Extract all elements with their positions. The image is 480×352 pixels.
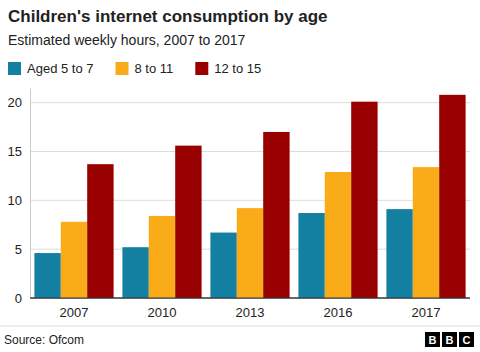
- logo-box: [425, 332, 440, 347]
- x-axis: 2007 2010 2013 2016 2017: [60, 298, 441, 320]
- bar: [386, 209, 412, 298]
- y-tick: 5: [15, 242, 30, 257]
- legend-label: 8 to 11: [135, 61, 174, 76]
- logo-box: [459, 332, 474, 347]
- x-tick: 2013: [236, 298, 265, 320]
- y-tick-label: 10: [8, 193, 22, 208]
- bar: [175, 146, 201, 298]
- bar: [122, 247, 148, 298]
- grid-line: [30, 151, 470, 152]
- footer-rule: [0, 326, 480, 327]
- x-tick-label: 2010: [148, 305, 177, 320]
- y-tick-label: 0: [15, 291, 22, 306]
- x-tick-label: 2007: [60, 305, 89, 320]
- bar: [210, 233, 236, 298]
- y-axis: 0 5 10 15 20: [8, 89, 31, 306]
- x-tick-label: 2013: [236, 305, 265, 320]
- bar: [61, 222, 87, 298]
- subtitle: Estimated weekly hours, 2007 to 2017: [8, 32, 246, 48]
- bar: [263, 132, 289, 298]
- baseline: [30, 298, 470, 299]
- source: Source: Ofcom: [4, 333, 84, 347]
- x-tick-label: 2017: [412, 305, 441, 320]
- bar: [298, 213, 324, 298]
- grid-line: [30, 102, 470, 103]
- logo-text: BBC: [429, 334, 471, 346]
- legend-label: 12 to 15: [214, 61, 261, 76]
- grid-line: [30, 298, 470, 299]
- bar: [237, 208, 263, 298]
- y-axis-line: [30, 89, 31, 299]
- legend-swatch: [8, 62, 21, 75]
- logo-box: [442, 332, 457, 347]
- chart: Children's internet consumption by age Es…: [0, 0, 480, 352]
- bar: [87, 164, 113, 298]
- bar: [439, 95, 465, 298]
- x-tick: 2016: [324, 298, 353, 320]
- logo: BBC: [425, 332, 474, 347]
- bar: [413, 167, 439, 298]
- legend-label: Aged 5 to 7: [27, 61, 94, 76]
- y-tick: 0: [15, 291, 30, 306]
- bar: [325, 172, 351, 298]
- y-tick: 15: [8, 144, 30, 159]
- y-tick-label: 5: [15, 242, 22, 257]
- y-tick: 20: [8, 95, 30, 110]
- x-tick-label: 2016: [324, 305, 353, 320]
- bar: [351, 102, 377, 298]
- grid: [30, 103, 470, 298]
- x-tick: 2007: [60, 298, 89, 320]
- x-tick: 2010: [148, 298, 177, 320]
- legend-swatch: [195, 62, 208, 75]
- bars: [34, 95, 465, 298]
- y-tick: 10: [8, 193, 30, 208]
- legend: Aged 5 to 7 8 to 11 12 to 15: [8, 61, 261, 76]
- y-tick-label: 15: [8, 144, 22, 159]
- legend-swatch: [116, 62, 129, 75]
- x-tick: 2017: [412, 298, 441, 320]
- bar: [149, 216, 175, 298]
- y-tick-label: 20: [8, 95, 22, 110]
- title: Children's internet consumption by age: [8, 7, 328, 26]
- bar: [34, 253, 60, 298]
